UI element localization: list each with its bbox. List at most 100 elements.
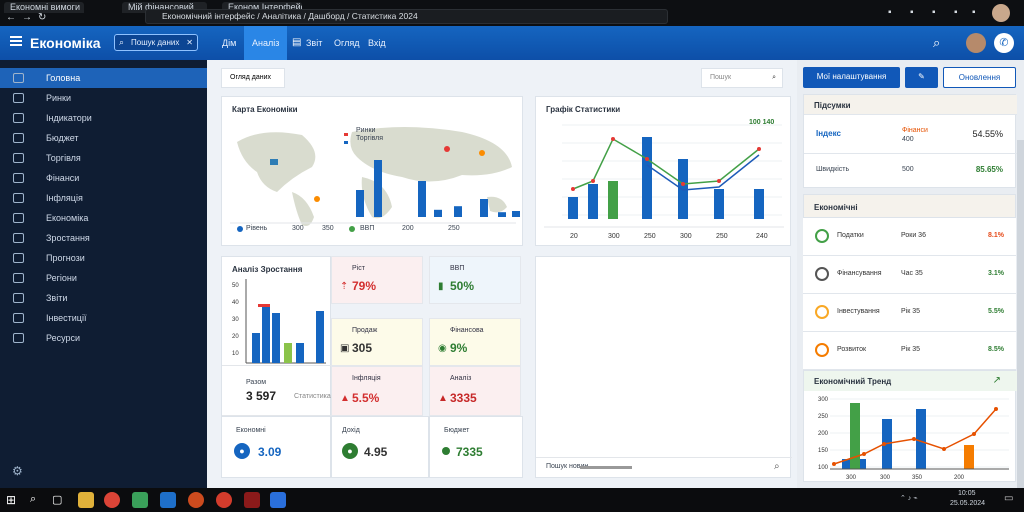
sidebar-item[interactable]: Звіти [0,288,207,308]
trend-point[interactable] [912,437,916,441]
browser-tab[interactable]: Економні вимоги [4,2,84,13]
windows-start-icon[interactable]: ⊞ [6,493,17,507]
update-button[interactable]: Оновлення [943,67,1016,88]
trend-point[interactable] [972,432,976,436]
statistics-bar[interactable] [588,184,598,219]
kpi-tile[interactable]: ◉ Фінансова 9% [429,318,521,366]
hamburger-icon[interactable] [10,36,22,46]
map-bar[interactable] [480,199,488,217]
sidebar-item[interactable]: Прогнози [0,248,207,268]
growth-bar[interactable] [272,313,280,363]
folder-icon[interactable] [78,492,94,508]
map-bar[interactable] [374,160,382,217]
bottom-tile[interactable]: Економні ● 3.09 [221,416,331,478]
reload-icon[interactable]: ↻ [38,12,47,23]
growth-bar[interactable] [284,343,292,363]
statistics-chart[interactable]: 20 300 250 300 250 240 [536,97,792,247]
list-item[interactable]: Фінансування Час 35 3.1% [803,256,1016,294]
my-settings-button[interactable]: Мої налаштування [803,67,900,88]
sidebar-item[interactable]: Торгівля [0,148,207,168]
avatar-icon[interactable] [992,4,1010,22]
trend-bar[interactable] [964,445,974,469]
bottom-tile[interactable]: Бюджет 7335 [429,416,523,478]
list-item[interactable]: Податки Роки 36 8.1% [803,218,1016,256]
search-input[interactable]: ⌕ Пошук даних ✕ [114,34,198,51]
filter-button[interactable]: Огляд даних [221,68,285,88]
bookmark-icon[interactable]: ▪ [972,7,976,18]
statistics-bar[interactable] [568,197,578,219]
browser-tab[interactable]: Мій фінансовий [122,2,207,13]
sidebar-item[interactable]: Головна [0,68,207,88]
kpi-tile[interactable]: ▮ ВВП 50% [429,256,521,304]
statistics-point[interactable] [757,147,761,151]
address-bar[interactable]: Економічний інтерфейс / Аналітика / Дашб… [145,9,668,24]
search-icon[interactable]: ⌕ [774,461,780,472]
sidebar-item[interactable]: Зростання [0,228,207,248]
sidebar-item[interactable]: Бюджет [0,128,207,148]
tab-home[interactable]: Дім [222,38,237,48]
main-search-input[interactable]: Пошук ⌕ [701,68,783,88]
chrome-icon[interactable] [216,492,232,508]
list-item[interactable]: Інвестування Рік 35 5.5% [803,294,1016,332]
sidebar-item[interactable]: Індикатори [0,108,207,128]
scrollbar[interactable] [1017,140,1024,488]
sidebar-item[interactable]: Фінанси [0,168,207,188]
kpi-tile[interactable]: ▣ Продаж 305 [331,318,423,366]
trend-point[interactable] [994,407,998,411]
gear-icon[interactable]: ⚙ [12,464,23,478]
browser-icon[interactable] [188,492,204,508]
list-item[interactable]: Розвиток Рік 35 8.5% [803,332,1016,370]
trend-point[interactable] [942,447,946,451]
kpi-tile[interactable]: ▲ Інфляція 5.5% [331,366,423,416]
trend-point[interactable] [832,462,836,466]
trend-chart[interactable]: 300 250 200 150 100 300 300 350 200 [804,371,1017,483]
browser-tab[interactable]: Економ Інтерфейс [222,2,302,13]
growth-bar[interactable] [296,343,304,363]
statistics-point[interactable] [717,179,721,183]
search-icon[interactable]: ⌕ [30,493,37,505]
map-bar[interactable] [454,206,462,217]
app-icon[interactable] [160,492,176,508]
news-search-label[interactable]: Пошук новин [546,463,589,470]
statistics-point[interactable] [681,182,685,186]
task-view-icon[interactable]: ▢ [52,494,63,506]
chrome-icon[interactable] [104,492,120,508]
files-icon[interactable] [132,492,148,508]
settings-icon[interactable]: ▪ [954,7,958,18]
close-icon[interactable]: ✕ [186,38,193,47]
word-icon[interactable] [270,492,286,508]
trend-point[interactable] [862,452,866,456]
kpi-tile[interactable]: ▲ Аналіз 3335 [429,366,521,416]
sidebar-item[interactable]: Економіка [0,208,207,228]
statistics-bar[interactable] [714,189,724,219]
sidebar-item[interactable]: Інвестиції [0,308,207,328]
download-icon[interactable]: ▪ [910,7,914,18]
tab-report[interactable]: Звіт [306,38,323,48]
statistics-point[interactable] [645,157,649,161]
notifications-icon[interactable]: ▭ [1004,493,1014,504]
map-bar[interactable] [356,190,364,217]
tab-overview[interactable]: Огляд [334,38,360,48]
statistics-bar[interactable] [642,137,652,219]
world-map[interactable] [222,97,524,247]
forward-icon[interactable]: → [22,12,32,23]
statistics-bar[interactable] [754,189,764,219]
extension-icon[interactable]: ▪ [932,7,936,18]
growth-bar[interactable] [316,311,324,363]
tray-icons[interactable]: ⌃ ♪ ⌁ [900,495,918,502]
map-bar[interactable] [418,181,426,217]
tab-analysis[interactable]: Аналіз [244,26,288,60]
sidebar-item[interactable]: Інфляція [0,188,207,208]
bottom-tile[interactable]: Дохід ● 4.95 [331,416,429,478]
search-icon[interactable]: ⌕ [933,35,941,50]
growth-chart[interactable]: 50 40 30 20 10 [222,275,332,395]
map-bar[interactable] [434,209,442,217]
statistics-point[interactable] [571,187,575,191]
phone-icon[interactable]: ✆ [994,33,1014,53]
statistics-point[interactable] [591,179,595,183]
avatar[interactable] [966,33,986,53]
trend-point[interactable] [882,442,886,446]
sidebar-item[interactable]: Ресурси [0,328,207,348]
trend-bar[interactable] [850,403,860,469]
menu-icon[interactable]: ▪ [888,7,892,18]
